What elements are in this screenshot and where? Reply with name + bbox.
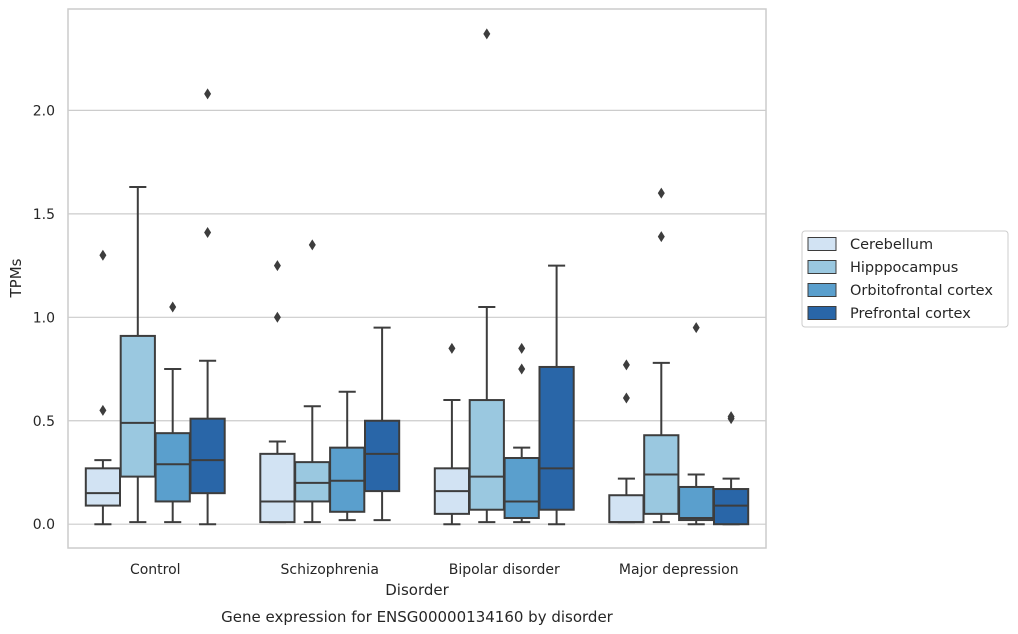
legend-swatch xyxy=(807,306,837,320)
outlier-point xyxy=(657,187,665,199)
gridlines xyxy=(68,109,766,525)
y-tick-label: 2.0 xyxy=(33,103,55,119)
legend-frame xyxy=(801,230,1009,328)
box-body xyxy=(154,432,191,503)
outlier-point xyxy=(169,301,177,313)
outlier-point xyxy=(448,342,456,354)
outlier-point xyxy=(692,322,700,334)
box-0-0 xyxy=(84,249,122,526)
legend-swatch xyxy=(807,283,837,297)
box-2-2 xyxy=(503,342,540,524)
outlier-point xyxy=(99,404,107,416)
legend-label: Prefrontal cortex xyxy=(850,306,971,322)
box-1-0 xyxy=(259,260,296,524)
box-1-3 xyxy=(363,326,401,522)
outlier-point xyxy=(518,363,526,375)
box-body xyxy=(608,494,645,524)
outlier-point xyxy=(657,231,665,243)
y-tick-label: 0.0 xyxy=(33,517,55,533)
box-body xyxy=(329,446,366,513)
x-tick-label: Schizophrenia xyxy=(281,562,379,578)
box-body xyxy=(294,461,331,503)
box-body xyxy=(468,399,505,511)
box-0-2 xyxy=(154,301,191,524)
box-body xyxy=(259,452,296,524)
x-tick-label: Control xyxy=(130,562,181,578)
outlier-point xyxy=(308,239,316,251)
x-tick-label: Major depression xyxy=(619,562,739,578)
box-body xyxy=(189,417,226,495)
outlier-point xyxy=(99,249,107,261)
outlier-point xyxy=(622,359,630,371)
outlier-point xyxy=(273,260,281,272)
legend-item: Prefrontal cortex xyxy=(807,306,971,322)
box-body xyxy=(363,419,401,493)
x-tick-labels: Control Schizophrenia Bipolar disorder Majo… xyxy=(130,562,739,578)
chart-title: Gene expression for ENSG00000134160 by d… xyxy=(221,608,614,626)
y-axis-label: TPMs xyxy=(7,258,25,298)
box-2-3 xyxy=(538,264,575,526)
y-tick-label: 1.5 xyxy=(33,207,55,223)
legend-item: Hipppocampus xyxy=(807,260,958,276)
legend-swatch xyxy=(807,237,837,251)
y-tick-label: 1.0 xyxy=(33,310,55,326)
box-body xyxy=(712,488,750,526)
box-1-1 xyxy=(294,239,331,524)
box-body xyxy=(84,467,122,507)
legend-label: Cerebellum xyxy=(850,237,933,253)
box-1-2 xyxy=(329,390,366,522)
outlier-point xyxy=(483,28,491,40)
box-2-1 xyxy=(468,28,505,524)
outlier-point xyxy=(204,226,212,238)
box-3-1 xyxy=(643,187,680,524)
legend-label: Hipppocampus xyxy=(850,260,958,276)
legend-item: Orbitofrontal cortex xyxy=(807,283,993,299)
y-tick-labels: 0.0 0.5 1.0 1.5 2.0 xyxy=(33,103,55,533)
outlier-point xyxy=(518,342,526,354)
box-3-0 xyxy=(608,359,645,524)
box-0-3 xyxy=(189,88,226,526)
legend: Cerebellum Hipppocampus Orbitofrontal cort… xyxy=(801,230,1009,328)
box-body xyxy=(503,456,540,519)
boxes xyxy=(84,28,750,526)
outlier-point xyxy=(273,311,281,323)
x-axis-label: Disorder xyxy=(385,581,449,599)
box-body xyxy=(119,334,156,478)
outlier-point xyxy=(622,392,630,404)
legend-label: Orbitofrontal cortex xyxy=(850,283,993,299)
legend-item: Cerebellum xyxy=(807,237,933,253)
box-3-3 xyxy=(712,411,750,526)
legend-swatch xyxy=(807,260,837,274)
x-tick-label: Bipolar disorder xyxy=(449,562,560,578)
box-body xyxy=(538,365,575,511)
y-tick-label: 0.5 xyxy=(33,414,55,430)
box-body xyxy=(678,485,715,522)
outlier-point xyxy=(727,411,735,423)
box-0-1 xyxy=(119,185,156,524)
outlier-point xyxy=(204,88,212,100)
